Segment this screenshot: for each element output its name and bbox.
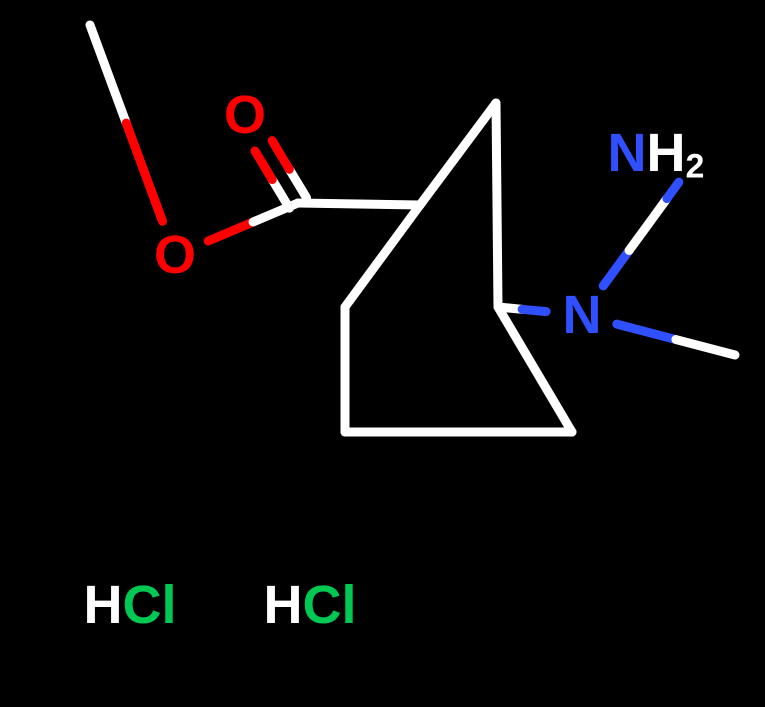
svg-text:O: O (154, 225, 196, 285)
hcl-label-1: HCl (84, 575, 177, 635)
hcl-label-2: HCl (264, 575, 357, 635)
svg-text:O: O (224, 85, 266, 145)
svg-text:N: N (563, 285, 602, 345)
molecule-diagram: OONNH2HClHCl (0, 0, 765, 707)
